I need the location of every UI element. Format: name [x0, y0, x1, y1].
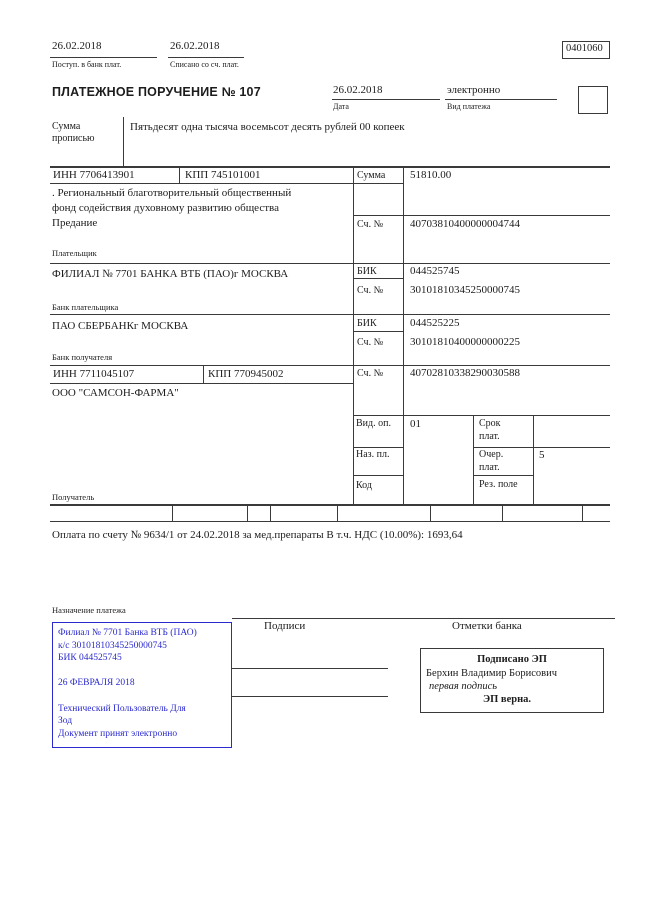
document-title: ПЛАТЕЖНОЕ ПОРУЧЕНИЕ № 107: [52, 85, 261, 99]
payee-bank-name: ПАО СБЕРБАНКг МОСКВА: [52, 320, 189, 332]
received-in-bank-date: 26.02.2018: [52, 40, 102, 52]
payer-bank-account-value: 30101810345250000745: [410, 284, 520, 296]
blue-stamp-text: Филиал № 7701 Банка ВТБ (ПАО) к/с 301018…: [58, 628, 197, 739]
amount-words-divider: [123, 117, 124, 168]
payee-bank-bik-label: БИК: [357, 318, 377, 329]
line-payer-section-bottom: [50, 263, 610, 264]
payer-bank-account-label: Сч. №: [357, 285, 384, 296]
payee-bank-bik-value: 044525225: [410, 317, 460, 329]
line-payer-bank-bik-cell: [353, 278, 403, 279]
payer-bank-section-label: Банк плательщика: [52, 302, 119, 312]
payer-name: . Региональный благотворительный обществ…: [52, 187, 292, 229]
payment-purpose-text: Оплата по счету № 9634/1 от 24.02.2018 з…: [52, 529, 463, 541]
line-under-payer-inn: [50, 183, 403, 184]
payee-account-label: Сч. №: [357, 368, 384, 379]
op-type-label: Вид. оп.: [356, 418, 391, 429]
table-top-line: [50, 166, 610, 168]
minitable-top-line: [353, 415, 610, 416]
table-divider-labels: [353, 166, 354, 506]
amount-words-label: Сумма прописью: [52, 121, 95, 144]
payer-inn-kpp-divider: [179, 166, 180, 183]
minitable-row2-line-a: [353, 475, 403, 476]
op-type-value: 01: [410, 418, 421, 430]
line-payee-bank-bik-cell: [353, 331, 403, 332]
payee-name: ООО "САМСОН-ФАРМА": [52, 387, 179, 399]
reserve-field-label: Рез. поле: [479, 479, 518, 490]
strip-divider-1: [172, 506, 173, 521]
stamp-signature-kind: первая подпись: [429, 681, 498, 692]
payer-bank-name: ФИЛИАЛ № 7701 БАНКА ВТБ (ПАО)г МОСКВА: [52, 268, 289, 280]
debited-from-account-label: Списано со сч. плат.: [170, 60, 239, 69]
code-label: Код: [356, 480, 372, 491]
strip-divider-3: [270, 506, 271, 521]
payee-bank-account-label: Сч. №: [357, 337, 384, 348]
line-payer-bank-bottom: [50, 314, 610, 315]
date-underline: [332, 99, 440, 100]
payer-bank-bik-value: 044525745: [410, 265, 460, 277]
strip-divider-5: [430, 506, 431, 521]
line-above-payer-account: [353, 215, 610, 216]
pay-term-label: Срок плат.: [479, 418, 501, 442]
signature-line-1: [232, 668, 388, 669]
payment-type-value: электронно: [447, 84, 501, 96]
debited-from-account-date: 26.02.2018: [170, 40, 220, 52]
table-bottom-line: [50, 504, 610, 506]
bank-blue-stamp: Филиал № 7701 Банка ВТБ (ПАО) к/с 301018…: [52, 622, 232, 748]
form-code-box: 0401060: [562, 41, 610, 59]
payee-section-label: Получатель: [52, 492, 95, 502]
minitable-row1-line-a: [353, 447, 403, 448]
debited-date-underline: [168, 57, 244, 58]
line-payee-bank-bottom: [50, 365, 610, 366]
minitable-row1-line-b: [473, 447, 610, 448]
minitable-divider-2: [533, 415, 534, 506]
signature-line-2: [232, 696, 388, 697]
payment-purpose-section-label: Назначение платежа: [52, 605, 126, 615]
payee-bank-section-label: Банк получателя: [52, 352, 113, 362]
signatures-header: Подписи: [264, 620, 306, 632]
payee-inn-kpp-divider: [203, 365, 204, 383]
amount-label: Сумма: [357, 170, 386, 181]
received-in-bank-label: Поступ. в банк плат.: [52, 60, 122, 69]
payee-account-value: 40702810338290030588: [410, 367, 520, 379]
payment-type-label: Вид платежа: [447, 102, 491, 111]
payment-type-underline: [445, 99, 557, 100]
strip-divider-2: [247, 506, 248, 521]
strip-divider-7: [582, 506, 583, 521]
table-divider-values: [403, 166, 404, 506]
payer-inn: ИНН 7706413901: [53, 169, 135, 181]
pay-order-value: 5: [539, 449, 545, 461]
purpose-code-label: Наз. пл.: [356, 449, 390, 460]
payer-account-label: Сч. №: [357, 219, 384, 230]
line-under-payee-inn: [50, 383, 353, 384]
received-date-underline: [50, 57, 157, 58]
stamp-signed-title: Подписано ЭП: [477, 654, 547, 665]
strip-divider-4: [337, 506, 338, 521]
strip-divider-6: [502, 506, 503, 521]
minitable-row2-line-b: [473, 475, 533, 476]
stamp-signer-name: Берхин Владимир Борисович: [426, 668, 557, 679]
payee-bank-account-value: 30101810400000000225: [410, 336, 520, 348]
strip-bottom-line: [50, 521, 610, 522]
payer-bank-bik-label: БИК: [357, 266, 377, 277]
amount-value: 51810.00: [410, 169, 452, 181]
payer-section-label: Плательщик: [52, 248, 97, 258]
bank-marks-header: Отметки банка: [452, 620, 522, 632]
status-box: [578, 86, 608, 114]
pay-order-label: Очер. плат.: [479, 449, 504, 473]
purpose-underline: [232, 618, 615, 619]
payee-kpp: КПП 770945002: [208, 368, 284, 380]
bank-signature-stamp: Подписано ЭП Берхин Владимир Борисович п…: [420, 648, 604, 713]
form-code: 0401060: [566, 43, 603, 54]
stamp-validity: ЭП верна.: [483, 694, 532, 705]
date-label: Дата: [333, 102, 349, 111]
document-date: 26.02.2018: [333, 84, 383, 96]
minitable-divider-1: [473, 415, 474, 506]
payer-account-value: 40703810400000004744: [410, 218, 520, 230]
amount-words-value: Пятьдесят одна тысяча восемьсот десять р…: [130, 121, 405, 133]
payee-inn: ИНН 7711045107: [53, 368, 135, 380]
payer-kpp: КПП 745101001: [185, 169, 261, 181]
